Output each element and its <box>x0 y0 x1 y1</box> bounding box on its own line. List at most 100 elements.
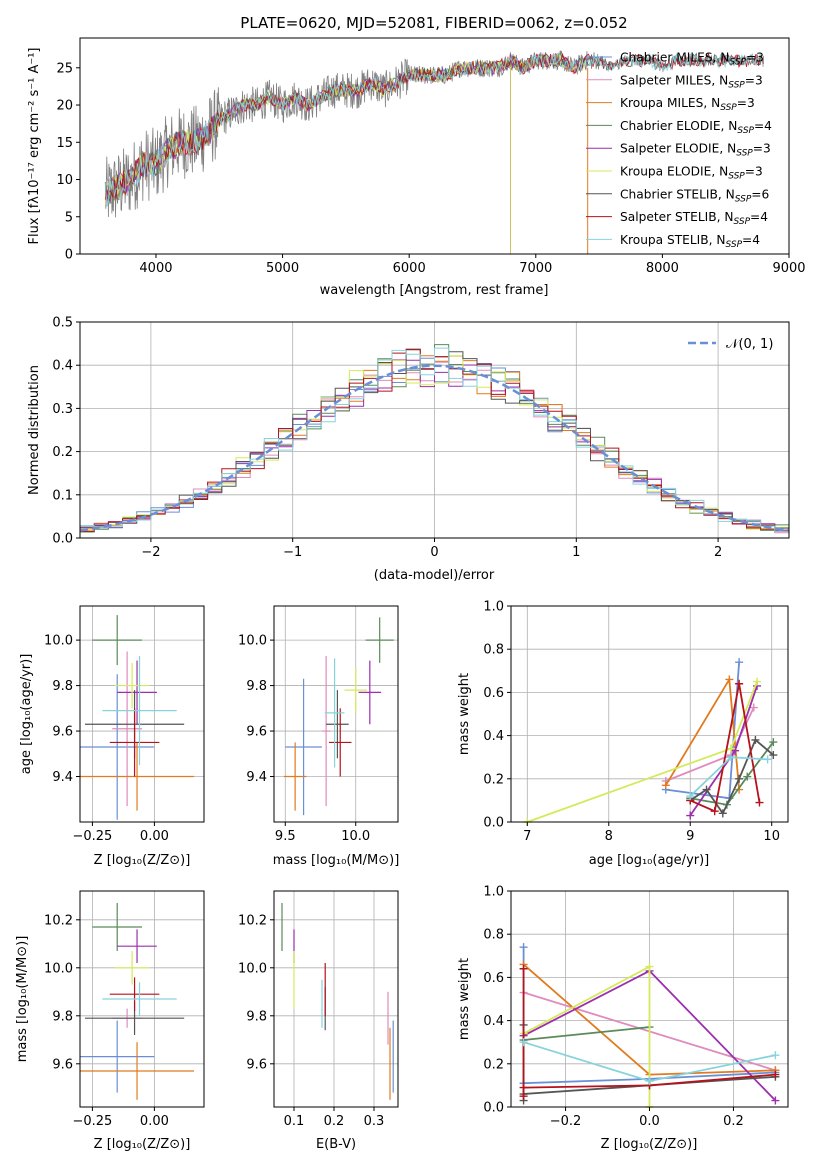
x-tick-label: −0.2 <box>550 1114 582 1129</box>
errorbar-point <box>117 660 157 725</box>
legend-label: Chabrier MILES, NSSP=3 <box>620 51 764 68</box>
y-tick-label: 0.3 <box>52 402 73 417</box>
model-spectrum-chabrier-elodie <box>105 53 586 205</box>
errorbar-point <box>102 982 177 1016</box>
spectrum-legend: Chabrier MILES, NSSP=3 Salpeter MILES, NS… <box>586 51 772 250</box>
gaussian-curve <box>79 364 790 532</box>
x-tick-label: −2 <box>141 545 160 560</box>
weight_vs_z-panel: −0.2 0.0 0.2 0.0 0.2 0.4 0.6 0.8 1.0 <box>483 885 789 1130</box>
errorbar-point <box>283 742 307 811</box>
errorbar-point <box>92 903 142 951</box>
weight-line-kroupa-elodie <box>526 681 758 823</box>
y-tick-label: 9.6 <box>246 1057 267 1072</box>
y-tick-label: 0.1 <box>52 488 73 503</box>
weight-marker <box>769 738 778 747</box>
x-tick-label: 10 <box>763 829 780 844</box>
x-tick-label: 0.2 <box>723 1114 744 1129</box>
x-tick-label: 0.0 <box>639 1114 660 1129</box>
errorbar-point <box>285 678 322 816</box>
y-tick-label: 9.6 <box>246 725 267 740</box>
y-tick-label: 10 <box>56 173 73 188</box>
age_vs_z-marks <box>80 615 195 820</box>
errorbar-point <box>114 951 150 985</box>
spectrum-panel: PLATE=0620, MJD=52081, FIBERID=0062, z=0… <box>27 14 806 298</box>
mass_vs_z-frame <box>79 890 205 1108</box>
weight-line-salpeter-miles <box>665 707 755 782</box>
model-spectrum-salpeter-elodie <box>104 54 586 204</box>
model-spectrum-kroupa-miles <box>104 53 586 203</box>
x-tick-label: 8000 <box>646 261 679 276</box>
errorbar-point <box>114 662 150 709</box>
weight-marker <box>519 964 528 973</box>
spectrum-model-traces <box>104 52 764 254</box>
x-tick-label: 0.00 <box>140 829 169 844</box>
gaussian-legend-label: 𝒩(0, 1) <box>726 337 773 352</box>
legend-label: Kroupa ELODIE, NSSP=3 <box>620 165 763 182</box>
age_vs_z-panel: −0.25 0.00 9.4 9.6 9.8 10.0 <box>44 605 205 844</box>
residual-xlabel: (data-model)/error <box>374 568 495 583</box>
x-tick-label: 7 <box>523 829 531 844</box>
errorbar-point <box>102 656 177 766</box>
legend-label: Salpeter MILES, NSSP=3 <box>620 73 763 90</box>
weight-marker <box>645 962 654 971</box>
y-tick-label: 10.0 <box>238 634 267 649</box>
weight-marker <box>519 943 528 952</box>
mass-z-ylabel: mass [log₁₀(M/M⊙)] <box>15 936 30 1063</box>
errorbar-point <box>117 929 157 963</box>
y-tick-label: 9.8 <box>246 1009 267 1024</box>
weight_vs_z-ticks: −0.2 0.0 0.2 0.0 0.2 0.4 0.6 0.8 1.0 <box>483 885 743 1130</box>
parameter-panels: −0.25 0.00 9.4 9.6 9.8 10.0 9.5 10.0 9.4 9.6 9.8 10… <box>44 600 789 1130</box>
errorbar-point <box>109 977 160 1011</box>
mass_vs_ebv-marks <box>281 903 394 1100</box>
y-tick-label: 9.6 <box>52 725 73 740</box>
spectrum-frame <box>79 37 790 255</box>
errorbar-point <box>80 1042 195 1100</box>
residual-ylabel: Normed distribution <box>27 365 42 495</box>
y-tick-label: 0.4 <box>483 1014 504 1029</box>
weight_vs_age-marks <box>523 658 778 826</box>
mass_vs_z-panel: −0.25 0.00 9.6 9.8 10.0 10.2 <box>44 890 205 1129</box>
weight-marker <box>710 807 719 816</box>
x-tick-label: 0 <box>430 545 438 560</box>
weight-marker <box>735 774 744 783</box>
spectrum-xlabel: wavelength [Angstrom, rest frame] <box>320 283 549 298</box>
age-z-xlabel: Z [log₁₀(Z/Z⊙)] <box>94 853 191 868</box>
weight-age-ylabel: mass weight <box>457 673 472 755</box>
x-tick-label: 0.2 <box>324 1114 345 1129</box>
weight_vs_age-panel: 7 8 9 10 0.0 0.2 0.4 0.6 0.8 1.0 <box>483 600 789 845</box>
x-tick-label: 2 <box>714 545 722 560</box>
y-tick-label: 0.4 <box>483 729 504 744</box>
model-spectrum-kroupa-elodie <box>104 54 586 206</box>
weight_vs_age-ticks: 7 8 9 10 0.0 0.2 0.4 0.6 0.8 1.0 <box>483 600 780 845</box>
weight-marker <box>735 679 744 688</box>
y-tick-label: 1.0 <box>483 885 504 900</box>
weight-marker <box>771 1070 780 1079</box>
errorbar-point <box>80 742 195 811</box>
mass_vs_ebv-ticks: 0.1 0.2 0.3 9.6 9.8 10.0 10.2 <box>238 913 384 1129</box>
y-tick-label: 5 <box>65 210 73 225</box>
residual-panel: −2 −1 0 1 2 0.0 0.1 0.2 0.3 0.4 0.5 (data-model)/e… <box>27 316 790 583</box>
x-tick-label: −1 <box>283 545 302 560</box>
age_vs_mass-frame <box>273 605 399 823</box>
weight-z-ylabel: mass weight <box>457 958 472 1040</box>
weight-marker <box>753 677 762 686</box>
y-tick-label: 10.0 <box>238 961 267 976</box>
x-tick-label: 0.1 <box>284 1114 305 1129</box>
errorbar-point <box>365 617 394 663</box>
x-tick-label: 0.00 <box>140 1114 169 1129</box>
model-spectrum-chabrier-stelib <box>104 52 764 202</box>
x-tick-label: 10.0 <box>341 829 370 844</box>
y-tick-label: 9.6 <box>52 1057 73 1072</box>
y-tick-label: 9.8 <box>52 1009 73 1024</box>
y-tick-label: 15 <box>56 136 73 151</box>
y-tick-label: 0.8 <box>483 928 504 943</box>
weight-age-xlabel: age [log₁₀(age/yr)] <box>589 853 710 868</box>
errorbar-point <box>326 690 349 759</box>
y-tick-label: 0.0 <box>483 1101 504 1116</box>
mass_vs_ebv-grid <box>274 891 398 1107</box>
age_vs_mass-panel: 9.5 10.0 9.4 9.6 9.8 10.0 <box>238 605 399 844</box>
y-tick-label: 1.0 <box>483 600 504 615</box>
x-tick-label: 0.3 <box>364 1114 385 1129</box>
mass-z-xlabel: Z [log₁₀(Z/Z⊙)] <box>94 1137 191 1152</box>
y-tick-label: 9.4 <box>52 770 73 785</box>
